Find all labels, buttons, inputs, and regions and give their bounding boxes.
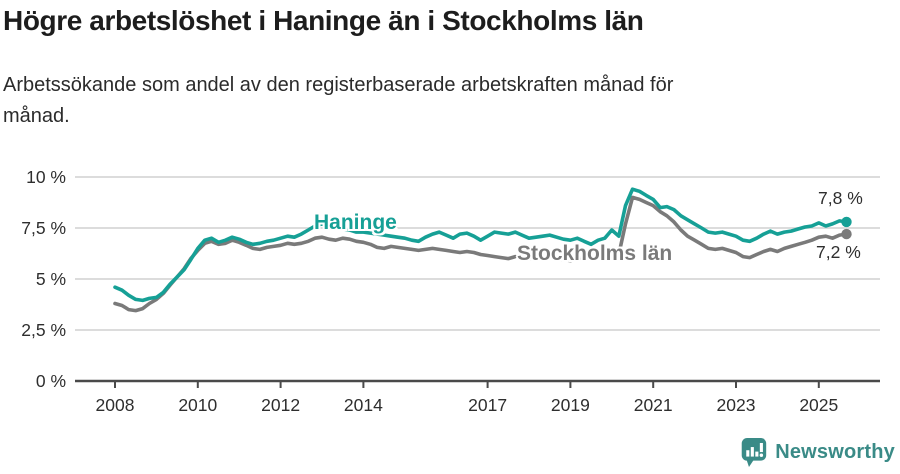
x-axis-tick-label: 2014 [344,395,383,415]
newsworthy-icon [741,438,767,467]
end-value-label-stockholms-lan: 7,2 % [816,242,861,262]
x-axis-tick-label: 2010 [178,395,217,415]
newsworthy-wordmark: Newsworthy [775,441,895,463]
x-axis-tick-label: 2023 [717,395,756,415]
newsworthy-logo: Newsworthy [739,437,895,468]
x-axis-tick-label: 2019 [551,395,590,415]
x-axis-tick-label: 2008 [96,395,135,415]
x-axis-tick-label: 2017 [468,395,507,415]
chart-title: Högre arbetslöshet i Haninge än i Stockh… [3,5,644,36]
y-axis-tick-label: 0 % [36,371,66,391]
series-line-stockholms-l-n [113,195,849,313]
series-end-dot-stockholms-l-n [841,228,852,240]
x-axis-tick-label: 2021 [634,395,673,415]
y-axis-tick-label: 2,5 % [21,320,66,340]
y-axis-tick-label: 5 % [36,269,66,289]
series-line-haninge [113,187,849,303]
line-chart: 0 % 2,5 % 5 % 7,5 % 10 % 2008 2010 2012 2014 2017… [21,167,880,415]
series-label-haninge: Haninge [314,211,397,234]
end-value-label-haninge: 7,8 % [818,188,863,208]
series-label-stockholms-lan: Stockholms län [517,242,673,265]
x-axis-tick-label: 2025 [799,395,838,415]
y-axis-tick-label: 10 % [26,167,66,187]
chart-subtitle: Arbetssökande som andel av den registerb… [3,74,674,127]
series-end-dot-haninge [841,216,852,228]
x-axis-tick-label: 2012 [261,395,300,415]
y-axis-tick-label: 7,5 % [21,218,66,238]
